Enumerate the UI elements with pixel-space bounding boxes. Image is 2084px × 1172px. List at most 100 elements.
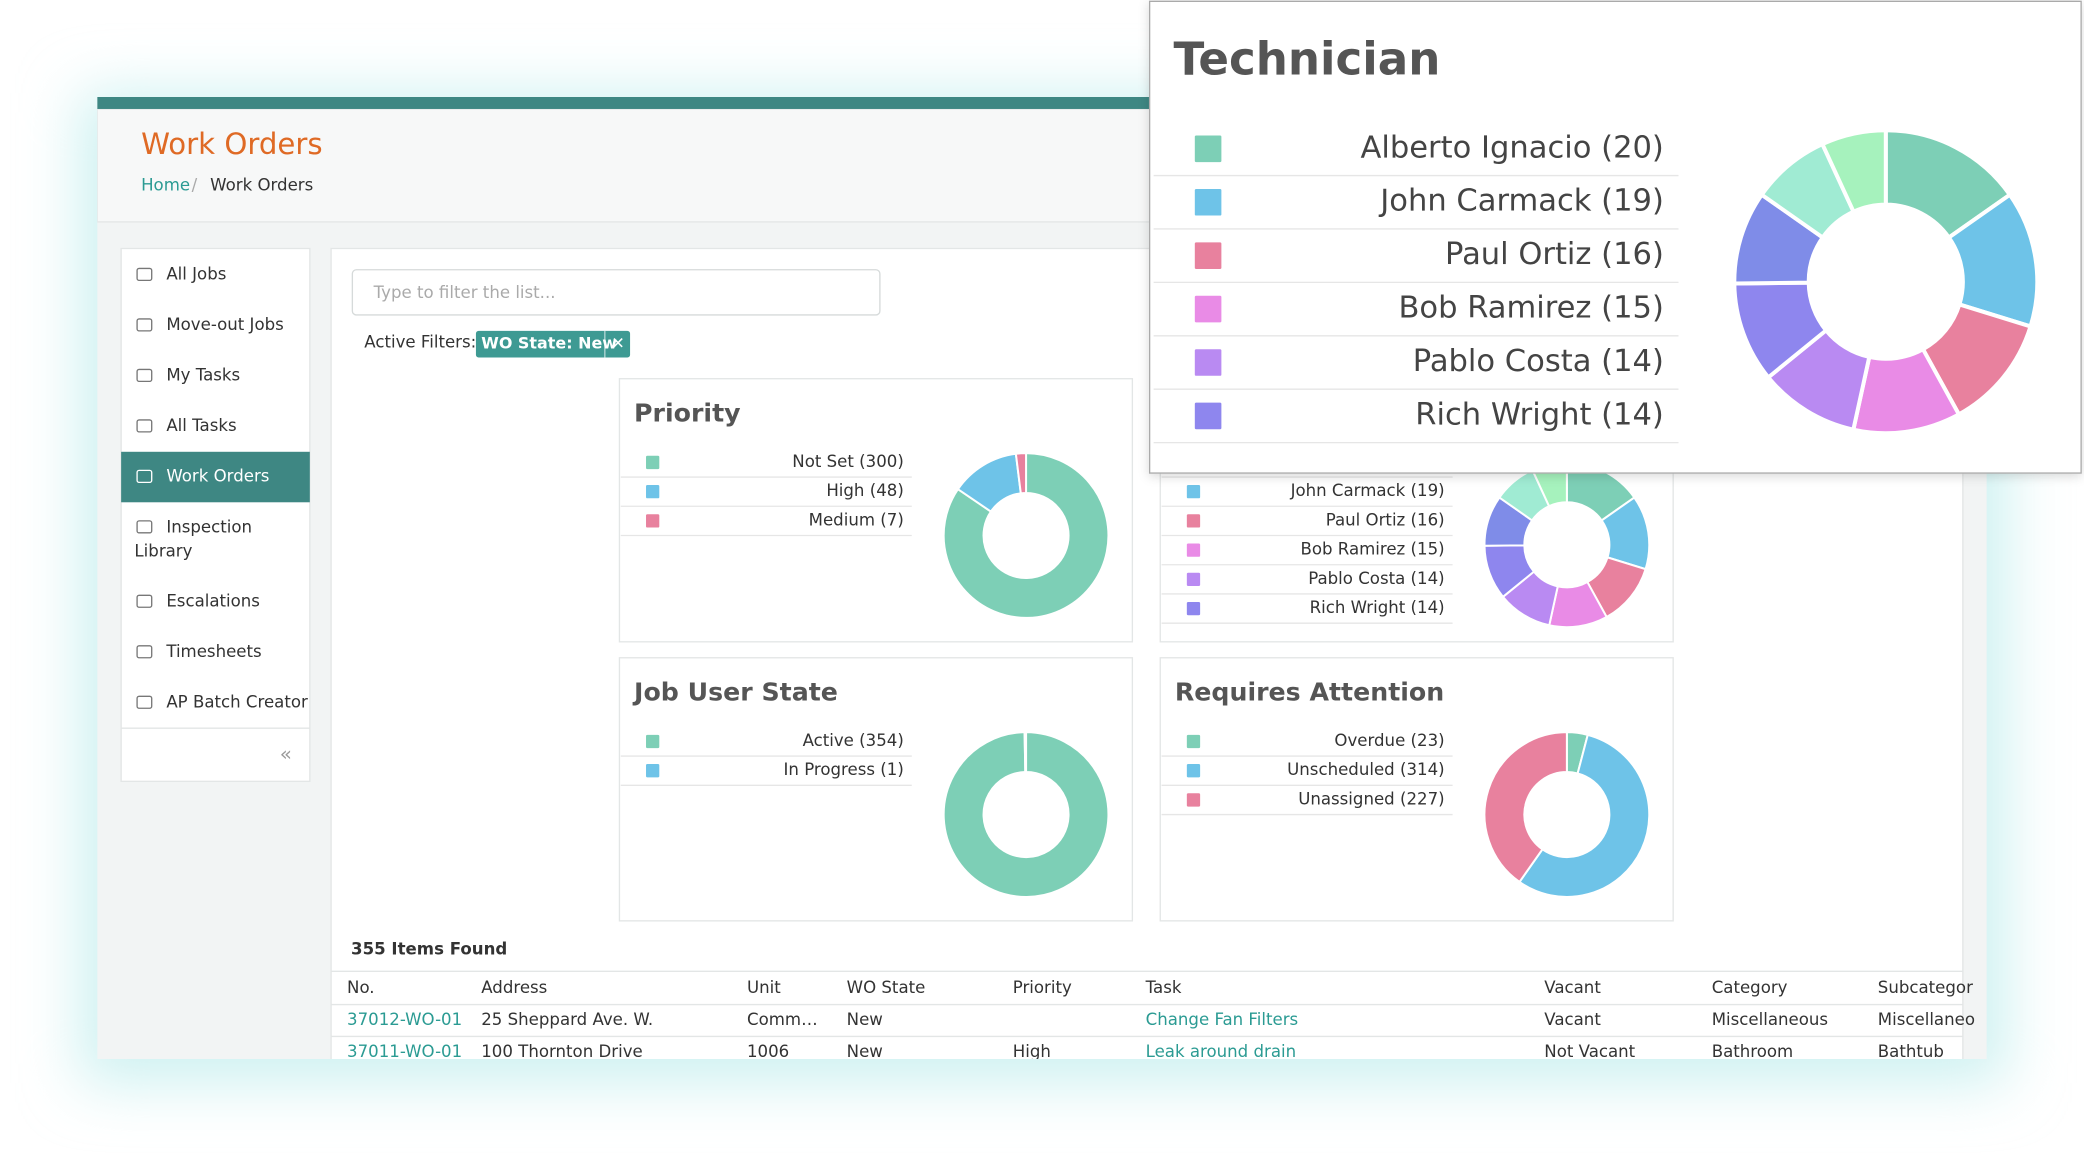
legend-swatch (1186, 514, 1201, 528)
sidebar-item[interactable]: All Tasks (166, 416, 236, 435)
table-cell: New (847, 1010, 883, 1029)
sidebar-icon (136, 594, 153, 608)
page-title: Work Orders (141, 127, 323, 161)
legend-label: Bob Ramirez (15) (1300, 540, 1444, 559)
items-count: 355 Items Found (351, 940, 507, 959)
legend-swatch (1186, 543, 1201, 557)
legend-label: Rich Wright (14) (1415, 397, 1664, 432)
sidebar-icon (136, 695, 153, 709)
donut-slice (1023, 731, 1028, 774)
column-header: Priority (1013, 978, 1072, 997)
table-cell: Bathtub (1878, 1042, 1944, 1061)
filter-input[interactable] (351, 269, 881, 316)
sidebar-item[interactable]: Escalations (166, 591, 260, 610)
sidebar-item[interactable]: Timesheets (165, 642, 261, 661)
table-cell: Miscellaneous (1712, 1010, 1828, 1029)
legend-label: High (48) (826, 481, 903, 500)
sidebar-icon (136, 267, 153, 282)
sidebar-item[interactable]: Move-out Jobs (166, 315, 283, 334)
legend-label: In Progress (1) (784, 760, 904, 779)
chart-title: Priority (634, 399, 741, 428)
column-header: Category (1712, 978, 1788, 997)
column-header: Task (1145, 978, 1182, 997)
legend-label: Unassigned (227) (1298, 789, 1444, 808)
legend-label: Paul Ortiz (16) (1445, 237, 1664, 272)
donut-slice (1483, 731, 1568, 884)
legend-label: Pablo Costa (14) (1308, 569, 1444, 588)
legend-label: Overdue (23) (1334, 731, 1444, 750)
table-cell: 100 Thornton Drive (481, 1042, 642, 1061)
sidebar-item[interactable]: My Tasks (166, 366, 240, 385)
breadcrumb-separator: / (192, 176, 198, 195)
legend-label: Paul Ortiz (16) (1326, 510, 1445, 529)
legend-swatch (646, 514, 660, 528)
sidebar-item[interactable]: All Jobs (166, 265, 226, 284)
donut-slice (1819, 128, 1888, 215)
legend-label: Rich Wright (14) (1310, 598, 1445, 617)
legend-swatch (646, 734, 660, 749)
top-bar (97, 97, 1987, 109)
legend-label: Alberto Ignacio (20) (1361, 130, 1664, 165)
sidebar (120, 247, 311, 782)
active-filters-label: Active Filters: (364, 332, 476, 351)
breadcrumb-current: Work Orders (210, 176, 313, 195)
chart-title: Requires Attention (1175, 678, 1444, 707)
sidebar-item[interactable]: Inspection Library (134, 517, 252, 560)
table-cell: 25 Sheppard Ave. W. (481, 1010, 653, 1029)
donut-slice (1014, 452, 1028, 495)
sidebar-icon (136, 469, 153, 484)
donut-slice (1518, 733, 1651, 898)
legend-swatch (1186, 764, 1201, 778)
legend-label: Medium (7) (809, 510, 904, 529)
donut-slice (942, 452, 1110, 619)
sidebar-item[interactable]: Work Orders (166, 467, 269, 486)
column-header: Address (481, 978, 547, 997)
table-cell: New (847, 1042, 883, 1061)
table-cell: Bathroom (1712, 1042, 1794, 1061)
sidebar-item[interactable]: AP Batch Creator (166, 692, 308, 711)
legend-swatch (1194, 135, 1222, 163)
chip-remove[interactable]: ✕ (611, 334, 624, 353)
table-cell: High (1013, 1042, 1051, 1061)
sidebar-icon (136, 645, 153, 659)
donut-slice (942, 731, 1110, 898)
legend-swatch (1186, 485, 1201, 499)
table-cell: Miscellaneo (1878, 1010, 1975, 1029)
table-cell: Comm… (747, 1010, 818, 1029)
legend-label: John Carmack (19) (1290, 481, 1445, 500)
table-link[interactable]: Change Fan Filters (1146, 1010, 1299, 1029)
legend-label: Pablo Costa (14) (1413, 344, 1664, 379)
legend-swatch (1186, 734, 1201, 749)
column-header: Vacant (1544, 978, 1601, 997)
legend-swatch (1186, 601, 1201, 616)
legend-label: Bob Ramirez (15) (1398, 291, 1663, 326)
table-cell: Not Vacant (1544, 1042, 1635, 1061)
sidebar-active-bg (121, 451, 310, 503)
legend-swatch (646, 485, 660, 499)
legend-label: Active (354) (803, 731, 904, 750)
table-cell: Vacant (1544, 1010, 1601, 1029)
filter-chip (475, 330, 631, 358)
sidebar-icon (136, 520, 153, 534)
table-link[interactable]: 37012-WO-01 (347, 1010, 462, 1029)
table-link[interactable]: 37011-WO-01 (347, 1042, 462, 1061)
legend-swatch (1186, 572, 1201, 586)
chart-title: Job User State (632, 678, 838, 707)
legend-swatch (1194, 188, 1222, 216)
filter-placeholder: Type to filter the list... (373, 283, 556, 302)
zoom-overlay: Technician Alberto Ignacio (20) John Carma… (1148, 0, 2082, 474)
breadcrumb-link[interactable]: Home (141, 176, 190, 195)
legend-label: Unscheduled (314) (1287, 760, 1444, 779)
table-link[interactable]: Leak around drain (1146, 1042, 1297, 1061)
legend-swatch (1194, 295, 1222, 323)
column-header: WO State (847, 978, 926, 997)
legend-swatch (646, 455, 660, 470)
sidebar-icon (136, 419, 153, 433)
legend-label: John Carmack (19) (1378, 184, 1664, 219)
collapse-button[interactable]: « (280, 742, 292, 765)
legend-swatch (646, 764, 660, 778)
legend-swatch (1194, 402, 1222, 430)
legend-label: Not Set (300) (792, 452, 904, 471)
